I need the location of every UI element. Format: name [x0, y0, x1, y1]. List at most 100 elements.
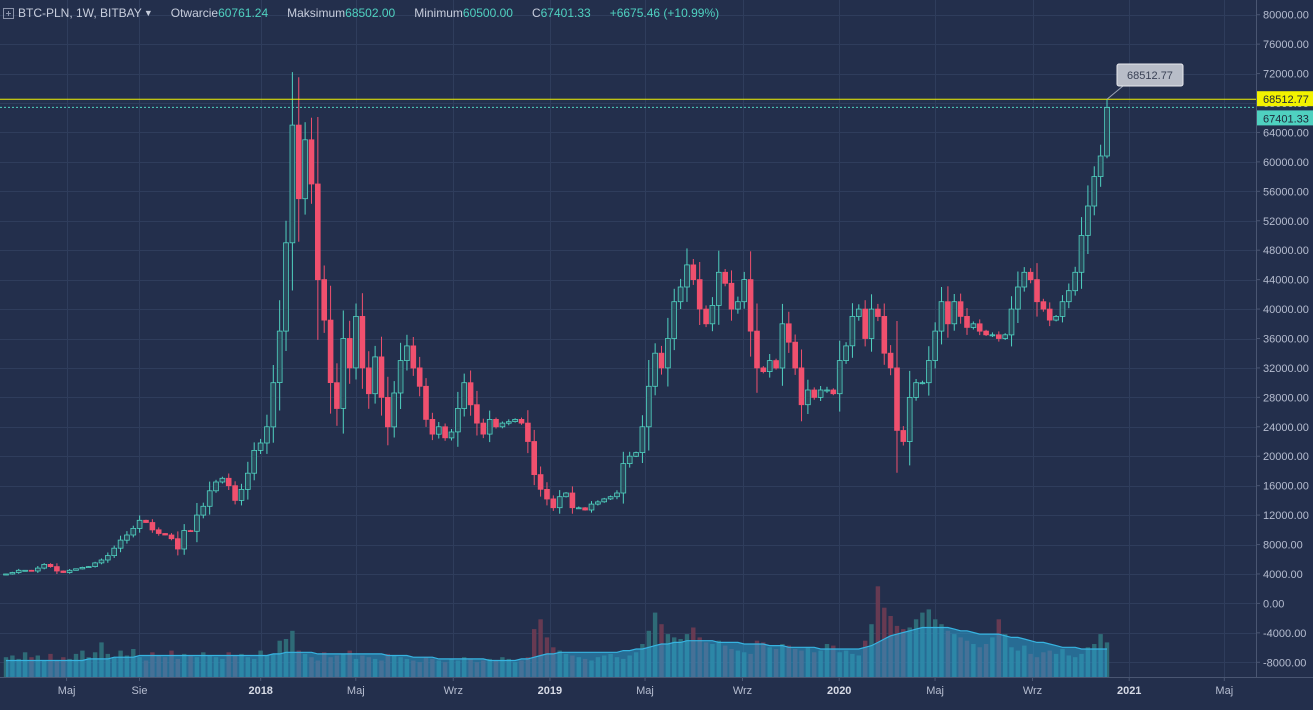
candle-body — [1078, 235, 1085, 273]
candle-body — [665, 338, 671, 369]
candle-body — [162, 533, 168, 536]
chevron-down-icon[interactable]: ▼ — [143, 8, 153, 18]
candle-body — [435, 426, 442, 435]
y-axis-tick-label: 0.00 — [1263, 598, 1284, 610]
candle-body — [429, 418, 436, 435]
candle-body — [709, 304, 716, 325]
candle-body — [633, 452, 639, 457]
candle-body — [875, 308, 881, 317]
candle-body — [346, 338, 353, 369]
candle-body — [537, 474, 544, 490]
candle-body — [887, 352, 894, 369]
candle-body — [270, 382, 277, 428]
candle-body — [779, 323, 786, 369]
x-axis-tick-label: Maj — [58, 685, 76, 697]
candle-body — [257, 442, 264, 451]
candle-body — [620, 463, 627, 494]
close-price-tag — [1257, 110, 1313, 126]
candle-body — [868, 308, 875, 339]
collapse-legend-icon[interactable] — [3, 7, 14, 19]
candle-body — [989, 334, 996, 337]
candle-body — [493, 418, 499, 428]
candle-body — [105, 555, 111, 561]
candle-body — [741, 279, 747, 303]
y-axis-tick-label: 64000.00 — [1263, 128, 1309, 140]
candle-body — [754, 330, 760, 369]
y-axis-tick-label: 16000.00 — [1263, 481, 1309, 493]
candle-body — [505, 421, 512, 424]
candle-body — [951, 301, 958, 325]
candle-body — [92, 562, 98, 568]
candle-body — [983, 330, 989, 336]
candle-body — [728, 282, 735, 310]
candle-body — [206, 490, 213, 507]
candle-body — [512, 418, 518, 422]
candle-body — [957, 301, 964, 317]
y-axis-tick-label: 56000.00 — [1263, 186, 1309, 198]
candle-body — [926, 360, 932, 384]
candle-body — [442, 426, 448, 439]
candle-body — [499, 422, 506, 428]
x-axis-tick-label: 2018 — [248, 685, 272, 697]
candle-body — [353, 315, 359, 369]
candle-body — [722, 271, 728, 284]
candle-body — [85, 566, 92, 568]
candle-body — [1091, 176, 1098, 207]
y-axis-tick-label: 60000.00 — [1263, 157, 1309, 169]
candle-body — [938, 301, 945, 332]
high-price-tag-text: 68512.77 — [1263, 94, 1309, 106]
close-label: C — [531, 6, 541, 20]
y-axis-tick-label: 36000.00 — [1263, 334, 1309, 346]
candle-body — [187, 530, 194, 532]
candle-body — [225, 477, 232, 487]
candle-body — [595, 501, 601, 505]
candle-body — [54, 566, 60, 572]
x-axis-tick-label: Maj — [636, 685, 654, 697]
y-axis-tick-label: 80000.00 — [1263, 10, 1309, 22]
y-axis-tick-label: 20000.00 — [1263, 451, 1309, 463]
candle-body — [194, 514, 200, 532]
candle-body — [295, 124, 302, 200]
y-axis-tick-label: 48000.00 — [1263, 245, 1309, 257]
y-axis-tick-label: -8000.00 — [1263, 657, 1306, 669]
candle-body — [735, 301, 741, 310]
candle-body — [773, 360, 779, 369]
y-axis-tick-label: 32000.00 — [1263, 363, 1309, 375]
candle-body — [276, 330, 283, 384]
candle-body — [964, 315, 970, 328]
candle-body — [862, 308, 868, 339]
candle-body — [856, 308, 862, 317]
candle-body — [41, 564, 47, 569]
open-label: Otwarcie — [170, 6, 219, 20]
candle-body — [696, 279, 703, 310]
candle-body — [149, 522, 156, 531]
x-axis-tick-label: 2019 — [538, 685, 562, 697]
candle-body — [588, 503, 595, 511]
candle-body — [391, 392, 397, 428]
candle-body — [1027, 271, 1034, 281]
symbol-label[interactable]: BTC-PLN, 1W, BITBAY — [18, 6, 142, 20]
candle-body — [830, 389, 837, 395]
candle-body — [607, 496, 614, 500]
candle-body — [703, 308, 709, 325]
candle-body — [760, 367, 767, 372]
candle-body — [626, 455, 633, 465]
candle-body — [397, 360, 404, 394]
y-axis-tick-label: 52000.00 — [1263, 216, 1309, 228]
candle-body — [334, 382, 340, 409]
change-value: +6675.46 (+10.99%) — [609, 6, 720, 20]
y-axis-tick-label: 72000.00 — [1263, 69, 1309, 81]
candle-body — [9, 572, 16, 575]
candle-body — [143, 519, 149, 523]
candle-body — [582, 507, 588, 511]
candle-body — [155, 529, 162, 534]
candle-body — [467, 382, 474, 406]
candle-body — [448, 431, 455, 439]
y-axis-tick-label: 4000.00 — [1263, 569, 1303, 581]
candle-body — [378, 356, 385, 398]
y-axis-tick-label: 76000.00 — [1263, 39, 1309, 51]
open-value: 60761.24 — [218, 6, 269, 20]
